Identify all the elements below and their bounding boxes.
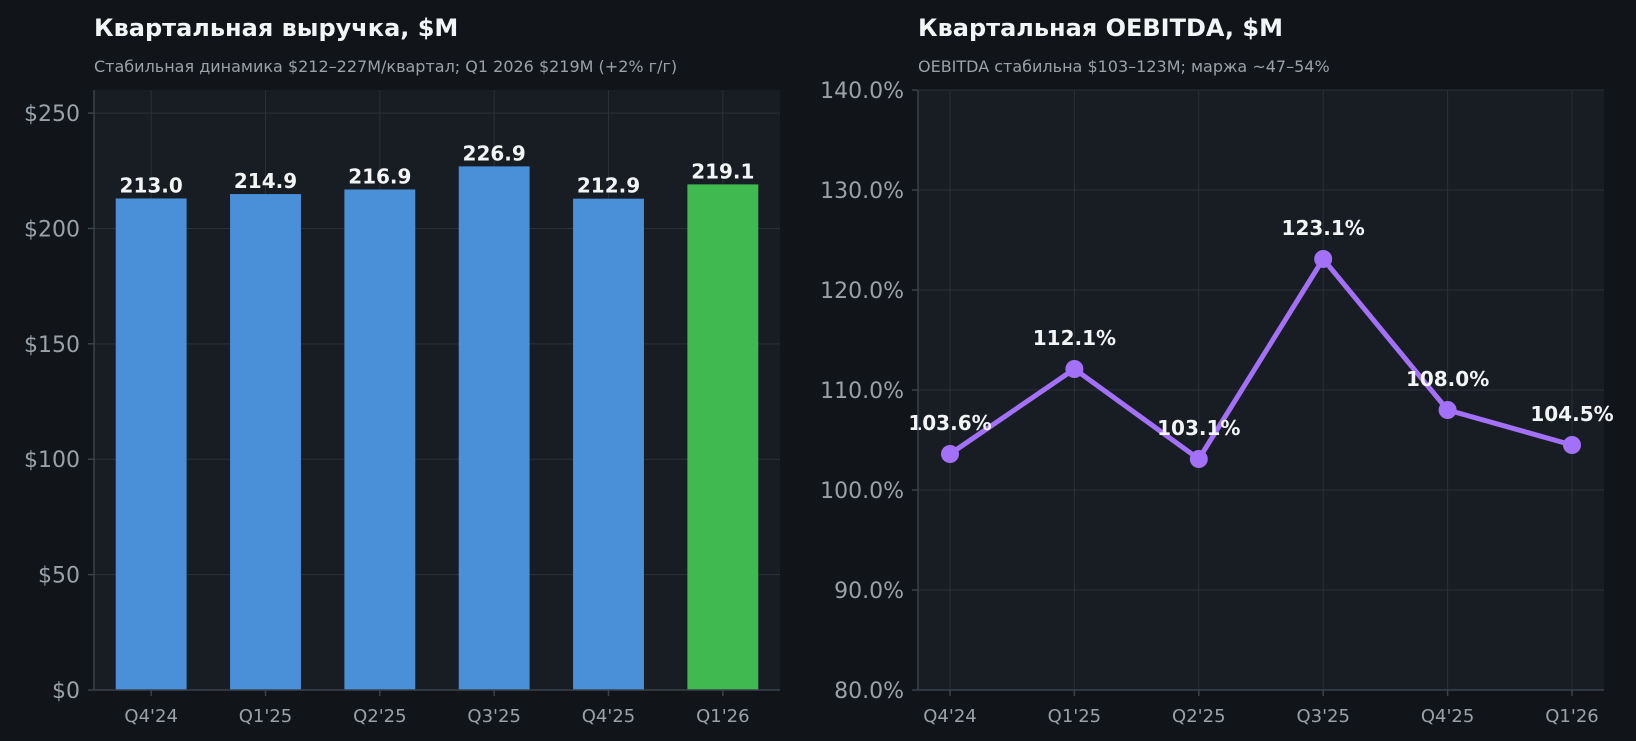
revenue-bar-label: 213.0 <box>120 173 183 197</box>
revenue-chart: Квартальная выручка, $M Стабильная динам… <box>24 14 780 727</box>
revenue-bar-label: 214.9 <box>234 169 297 193</box>
oebitda-y-tick-label: 110.0% <box>820 379 904 404</box>
revenue-bar-label: 212.9 <box>577 174 640 198</box>
revenue-bar <box>344 189 416 690</box>
revenue-x-tick-label: Q4'25 <box>582 706 635 727</box>
oebitda-y-tick-label: 130.0% <box>820 179 904 204</box>
revenue-y-tick-label: $0 <box>52 679 80 704</box>
revenue-x-axis: Q4'24 Q1'25 Q2'25 Q3'25 Q4'25 Q1'26 <box>94 689 780 727</box>
revenue-bar-label: 219.1 <box>691 159 754 183</box>
revenue-plot-area <box>94 90 780 690</box>
oebitda-series-line <box>947 256 1575 462</box>
oebitda-point <box>1065 360 1084 378</box>
revenue-y-tick-label: $100 <box>24 448 80 473</box>
revenue-chart-title: Квартальная выручка, $M <box>94 14 458 42</box>
revenue-bar <box>230 194 301 691</box>
oebitda-y-axis: 80.0% 90.0% 100.0% 110.0% 120.0% 130.0% 140.0% <box>820 79 919 704</box>
oebitda-x-tick-label: Q4'24 <box>923 706 976 727</box>
revenue-bars: 213.0 214.9 216.9 226.9 212.9 219.1 <box>115 141 759 691</box>
oebitda-y-tick-label: 80.0% <box>834 679 904 704</box>
oebitda-point <box>941 445 959 463</box>
oebitda-point <box>1563 436 1581 454</box>
revenue-x-tick-label: Q2'25 <box>353 706 406 727</box>
revenue-bar <box>458 166 530 690</box>
oebitda-y-tick-label: 90.0% <box>834 579 904 604</box>
oebitda-y-tick-label: 120.0% <box>820 279 904 304</box>
revenue-x-tick-label: Q3'25 <box>467 706 520 727</box>
oebitda-point-label: 108.0% <box>1406 367 1489 391</box>
revenue-y-axis: $0 $50 $100 $150 $200 $250 <box>24 90 95 704</box>
oebitda-y-tick-label: 100.0% <box>820 479 904 504</box>
oebitda-gridlines <box>918 89 1604 691</box>
oebitda-chart: Квартальная OEBITDA, $M OEBITDA стабильн… <box>820 14 1614 727</box>
revenue-y-tick-label: $250 <box>24 102 80 127</box>
oebitda-point <box>1189 450 1208 468</box>
oebitda-line-series: 103.6% 112.1% 103.1% 123.1% 108.0% 104.5% <box>908 216 1614 468</box>
oebitda-point-label: 123.1% <box>1282 216 1365 240</box>
revenue-bar <box>573 198 644 690</box>
revenue-chart-subtitle: Стабильная динамика $212–227M/квартал; Q… <box>94 57 677 76</box>
revenue-bar <box>687 184 759 690</box>
oebitda-x-tick-label: Q3'25 <box>1296 706 1349 727</box>
revenue-x-tick-label: Q1'25 <box>239 706 292 727</box>
oebitda-chart-subtitle: OEBITDA стабильна $103–123M; маржа ~47–5… <box>918 57 1330 76</box>
oebitda-y-tick-label: 140.0% <box>820 79 904 104</box>
oebitda-point-label: 103.1% <box>1157 416 1240 440</box>
oebitda-x-tick-label: Q4'25 <box>1421 706 1474 727</box>
revenue-y-tick-label: $200 <box>24 217 80 242</box>
oebitda-x-axis: Q4'24 Q1'25 Q2'25 Q3'25 Q4'25 Q1'26 <box>918 689 1604 727</box>
revenue-x-tick-label: Q1'26 <box>696 706 749 727</box>
revenue-y-tick-label: $50 <box>38 564 80 589</box>
oebitda-point-label: 104.5% <box>1530 402 1613 426</box>
oebitda-chart-title: Квартальная OEBITDA, $M <box>918 14 1283 42</box>
revenue-bar <box>115 198 187 690</box>
oebitda-x-tick-label: Q2'25 <box>1172 706 1225 727</box>
oebitda-point-label: 103.6% <box>908 411 991 435</box>
oebitda-point-label: 112.1% <box>1033 326 1116 350</box>
revenue-y-tick-label: $150 <box>24 333 80 358</box>
oebitda-x-tick-label: Q1'25 <box>1048 706 1101 727</box>
revenue-bar-label: 216.9 <box>348 164 411 188</box>
oebitda-point <box>1314 250 1333 268</box>
revenue-x-tick-label: Q4'24 <box>124 706 177 727</box>
oebitda-x-tick-label: Q1'26 <box>1545 706 1598 727</box>
revenue-bar-label: 226.9 <box>463 141 526 165</box>
oebitda-point <box>1438 401 1457 419</box>
